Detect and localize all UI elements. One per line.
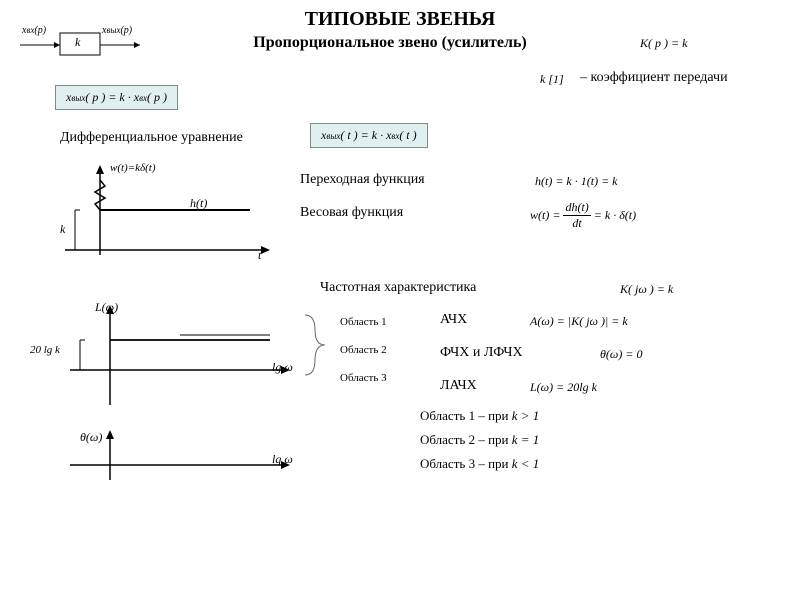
transfer-function: K( p ) = k [640,36,687,51]
t-axis-label: t [258,248,261,263]
formula-box-t: xвых( t ) = k · xвх( t ) [310,123,428,148]
region-3-cond: Область 3 – при k < 1 [420,456,539,472]
diff-eq-label: Дифференциальное уравнение [60,130,243,146]
region-1-cond: Область 1 – при k > 1 [420,408,539,424]
lachx-plot [40,300,300,420]
transition-label: Переходная функция [300,172,425,188]
region-bracket [300,310,340,390]
page-subtitle: Пропорциональное звено (усилитель) [130,34,650,52]
block-k-label: k [75,35,80,50]
lachx-eq: L(ω) = 20lg k [530,380,597,395]
lachx-label: ЛАЧХ [440,378,477,394]
achx-label: АЧХ [440,312,467,328]
transition-eq: h(t) = k · 1(t) = k [535,174,618,189]
fchx-eq: θ(ω) = 0 [600,347,642,362]
block-output-label: xвых(p) [102,25,132,36]
phase-plot [40,430,300,490]
coeff-k: k [1] [540,72,564,87]
w-label: w(t)=kδ(t) [110,162,156,174]
achx-eq: A(ω) = |K( jω )| = k [530,314,628,329]
coeff-text: – коэффициент передачи [580,70,728,86]
20lgk-label: 20 lg k [30,344,60,356]
h-label: h(t) [190,196,207,211]
freq-label: Частотная характеристика [320,280,476,296]
fchx-label: ФЧХ и ЛФЧХ [440,345,523,361]
region-2-cond: Область 2 – при k = 1 [420,432,539,448]
region-3-label: Область 3 [340,372,387,384]
freq-eq: K( jω ) = k [620,282,673,297]
region-1-label: Область 1 [340,316,387,328]
weight-eq: w(t) = dh(t) dt = k · δ(t) [530,200,636,231]
k-axis-label: k [60,222,65,237]
theta-label: θ(ω) [80,430,102,445]
lg-omega-label-1: lg ω [272,360,293,375]
block-input-label: xвх(p) [22,25,46,36]
l-omega-label: L(ω) [95,300,118,315]
weight-label: Весовая функция [300,205,403,221]
time-response-plot [50,160,280,270]
formula-box-p: xвых( p ) = k · xвх( p ) [55,85,178,110]
lg-omega-label-2: lg ω [272,452,293,467]
region-2-label: Область 2 [340,344,387,356]
